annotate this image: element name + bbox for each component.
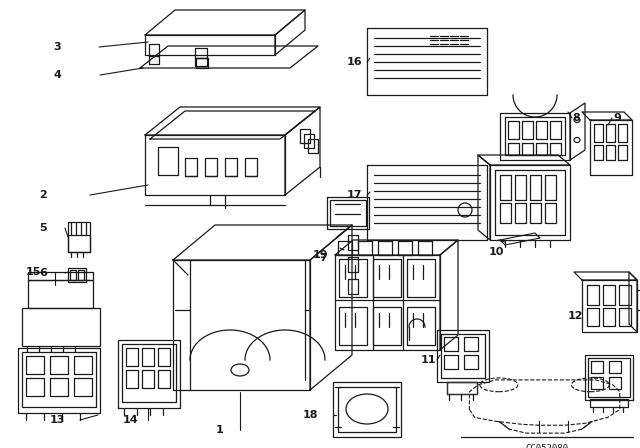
Text: 16: 16 (346, 57, 362, 67)
Text: 7: 7 (319, 253, 327, 263)
Text: 14: 14 (122, 415, 138, 425)
Text: 1: 1 (216, 425, 224, 435)
Text: 11: 11 (420, 355, 436, 365)
Text: 4: 4 (53, 70, 61, 80)
Text: 19: 19 (312, 250, 328, 260)
Text: 8: 8 (572, 113, 580, 123)
Text: 15: 15 (26, 267, 41, 277)
Text: 18: 18 (302, 410, 317, 420)
Text: 10: 10 (488, 247, 504, 257)
Text: CC052080: CC052080 (525, 444, 569, 448)
Text: 13: 13 (49, 415, 65, 425)
Text: 2: 2 (39, 190, 47, 200)
Text: 9: 9 (613, 113, 621, 123)
Text: 3: 3 (53, 42, 61, 52)
Text: 5: 5 (39, 223, 47, 233)
Text: 12: 12 (567, 311, 583, 321)
Text: 6: 6 (39, 268, 47, 278)
Text: 17: 17 (346, 190, 362, 200)
